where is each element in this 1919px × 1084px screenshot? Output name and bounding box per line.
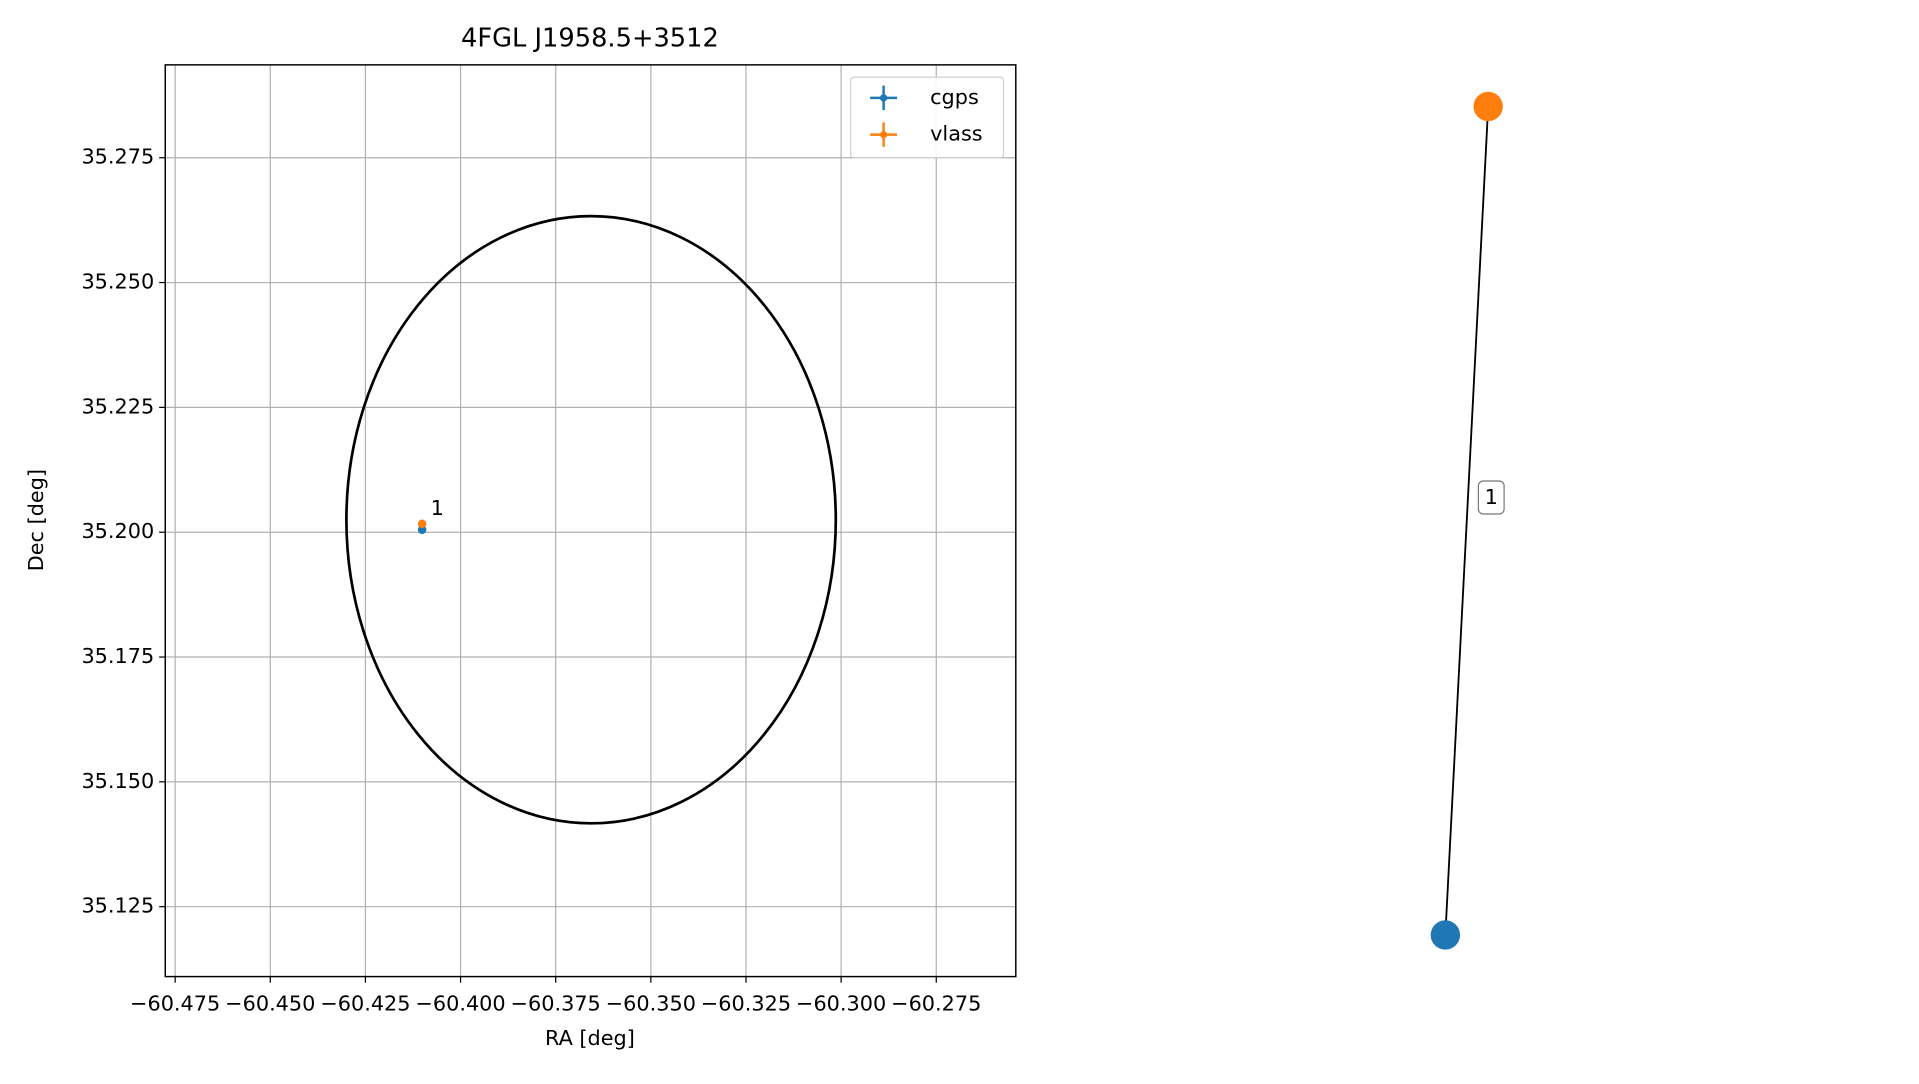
y-tick-label: 35.125 <box>81 894 154 918</box>
error-ellipse <box>345 214 838 825</box>
x-tick-label: −60.475 <box>130 992 220 1016</box>
data-point <box>417 519 427 529</box>
y-axis-label: Dec [deg] <box>24 469 48 571</box>
x-tick-label: −60.450 <box>225 992 315 1016</box>
y-tick-label: 35.250 <box>81 270 154 294</box>
y-tick-label: 35.175 <box>81 644 154 668</box>
node <box>1430 920 1461 950</box>
x-tick-label: −60.425 <box>320 992 410 1016</box>
x-tick-label: −60.350 <box>606 992 696 1016</box>
legend-marker <box>879 130 888 139</box>
edge-label-box <box>1477 480 1505 515</box>
edge-label: 1 <box>1485 485 1498 509</box>
edge <box>1444 106 1490 936</box>
network-graph: 1 <box>1430 91 1505 950</box>
legend-label: cgps <box>930 85 979 109</box>
x-axis-label: RA [deg] <box>545 1026 635 1050</box>
x-tick-label: −60.375 <box>511 992 601 1016</box>
legend-box <box>849 76 1005 159</box>
y-tick-label: 35.200 <box>81 519 154 543</box>
x-tick-label: −60.275 <box>891 992 981 1016</box>
data-point <box>417 525 427 534</box>
x-tick-label: −60.325 <box>701 992 791 1016</box>
y-tick-label: 35.225 <box>81 394 154 418</box>
legend-marker <box>879 94 888 102</box>
x-tick-label: −60.400 <box>415 992 505 1016</box>
x-tick-label: −60.300 <box>796 992 886 1016</box>
y-tick-label: 35.275 <box>81 145 154 169</box>
node <box>1473 91 1503 122</box>
plot-frame <box>164 64 1017 978</box>
legend-label: vlass <box>930 122 983 146</box>
y-tick-label: 35.150 <box>81 769 154 793</box>
annotation: 1 <box>431 496 444 520</box>
chart-title: 4FGL J1958.5+3512 <box>461 24 719 54</box>
